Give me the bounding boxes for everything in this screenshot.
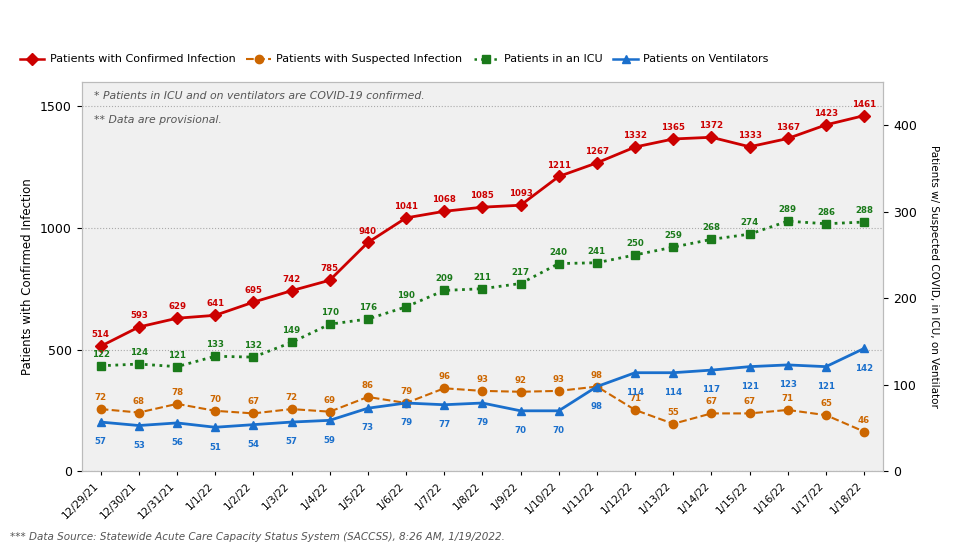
- Text: 79: 79: [476, 419, 489, 427]
- Text: 217: 217: [512, 268, 530, 276]
- Text: 593: 593: [130, 311, 148, 320]
- Text: 149: 149: [282, 326, 300, 336]
- Text: 940: 940: [359, 227, 377, 235]
- Text: 57: 57: [95, 437, 107, 446]
- Text: 268: 268: [703, 223, 720, 232]
- Text: 96: 96: [438, 372, 450, 381]
- Text: 67: 67: [248, 397, 259, 407]
- Text: 51: 51: [209, 443, 221, 452]
- Y-axis label: Patients w/ Suspected COVID, in ICU, on Ventilator: Patients w/ Suspected COVID, in ICU, on …: [929, 145, 939, 408]
- Text: 123: 123: [779, 380, 797, 389]
- Text: 122: 122: [92, 350, 109, 359]
- Text: 56: 56: [171, 438, 183, 447]
- Text: 1085: 1085: [470, 191, 494, 200]
- Text: 121: 121: [168, 350, 186, 360]
- Text: 176: 176: [359, 303, 377, 312]
- Text: 67: 67: [706, 397, 717, 407]
- Text: 286: 286: [817, 208, 835, 217]
- Text: 211: 211: [473, 272, 492, 282]
- Text: 114: 114: [626, 388, 644, 397]
- Text: 785: 785: [321, 264, 339, 273]
- Text: 68: 68: [132, 397, 145, 405]
- Text: 93: 93: [476, 375, 489, 384]
- Text: 78: 78: [171, 388, 183, 397]
- Text: 121: 121: [817, 382, 835, 391]
- Text: 86: 86: [362, 381, 373, 390]
- Text: 288: 288: [855, 206, 873, 215]
- Text: 250: 250: [626, 239, 644, 248]
- Text: 77: 77: [438, 420, 450, 429]
- Text: 1041: 1041: [394, 202, 418, 211]
- Text: 70: 70: [209, 395, 221, 404]
- Text: 67: 67: [744, 397, 756, 407]
- Text: 742: 742: [282, 275, 300, 284]
- Text: 79: 79: [400, 387, 412, 396]
- Text: 73: 73: [362, 423, 374, 433]
- Text: 629: 629: [168, 302, 186, 311]
- Text: 54: 54: [248, 440, 259, 449]
- Text: 46: 46: [858, 416, 870, 425]
- Text: 98: 98: [591, 402, 603, 411]
- Text: 1423: 1423: [814, 109, 838, 118]
- Text: 1372: 1372: [700, 122, 724, 130]
- Text: * Patients in ICU and on ventilators are COVID-19 confirmed.: * Patients in ICU and on ventilators are…: [94, 92, 424, 101]
- Text: 240: 240: [550, 247, 567, 257]
- Text: 55: 55: [667, 408, 679, 417]
- Text: 114: 114: [664, 388, 683, 397]
- Text: 695: 695: [245, 286, 262, 295]
- Text: 72: 72: [285, 393, 298, 402]
- Text: 641: 641: [206, 299, 225, 308]
- Text: 124: 124: [130, 348, 148, 357]
- Text: 1093: 1093: [509, 189, 533, 198]
- Text: 274: 274: [740, 218, 758, 227]
- Text: 190: 190: [397, 291, 415, 300]
- Text: 70: 70: [515, 426, 527, 435]
- Text: 1211: 1211: [547, 161, 571, 169]
- Text: 142: 142: [855, 364, 874, 373]
- Text: ** Data are provisional.: ** Data are provisional.: [94, 115, 222, 125]
- Text: 259: 259: [664, 231, 683, 240]
- Text: 93: 93: [553, 375, 564, 384]
- Text: 1068: 1068: [432, 195, 456, 204]
- Text: 241: 241: [588, 247, 606, 256]
- Text: 57: 57: [285, 437, 298, 446]
- Text: COVID-19 Hospitalizations Reported by MS Hospitals, 12/29/21-1/18/22 *,**,***: COVID-19 Hospitalizations Reported by MS…: [112, 14, 848, 32]
- Text: *** Data Source: Statewide Acute Care Capacity Status System (SACCSS), 8:26 AM, : *** Data Source: Statewide Acute Care Ca…: [10, 532, 504, 542]
- Text: 1333: 1333: [737, 131, 761, 140]
- Text: 1461: 1461: [852, 100, 876, 108]
- Text: 53: 53: [132, 441, 145, 450]
- Text: 71: 71: [781, 394, 794, 403]
- Text: 72: 72: [95, 393, 107, 402]
- Text: 170: 170: [321, 308, 339, 317]
- Text: 1267: 1267: [585, 147, 609, 156]
- Text: 71: 71: [629, 394, 641, 403]
- Text: 92: 92: [515, 376, 527, 385]
- Text: 1365: 1365: [661, 123, 685, 132]
- Text: 209: 209: [435, 275, 453, 283]
- Text: 289: 289: [779, 205, 797, 214]
- Y-axis label: Patients with Confirmed Infection: Patients with Confirmed Infection: [21, 178, 35, 375]
- Text: 1332: 1332: [623, 131, 647, 140]
- Legend: Patients with Confirmed Infection, Patients with Suspected Infection, Patients i: Patients with Confirmed Infection, Patie…: [15, 50, 773, 69]
- Text: 59: 59: [324, 435, 336, 445]
- Text: 70: 70: [553, 426, 564, 435]
- Text: 117: 117: [703, 385, 721, 395]
- Text: 121: 121: [740, 382, 758, 391]
- Text: 133: 133: [206, 340, 225, 349]
- Text: 69: 69: [324, 396, 336, 405]
- Text: 132: 132: [245, 341, 262, 350]
- Text: 79: 79: [400, 419, 412, 427]
- Text: 1367: 1367: [776, 123, 800, 131]
- Text: 65: 65: [820, 399, 832, 408]
- Text: 514: 514: [92, 330, 109, 340]
- Text: 98: 98: [591, 371, 603, 380]
